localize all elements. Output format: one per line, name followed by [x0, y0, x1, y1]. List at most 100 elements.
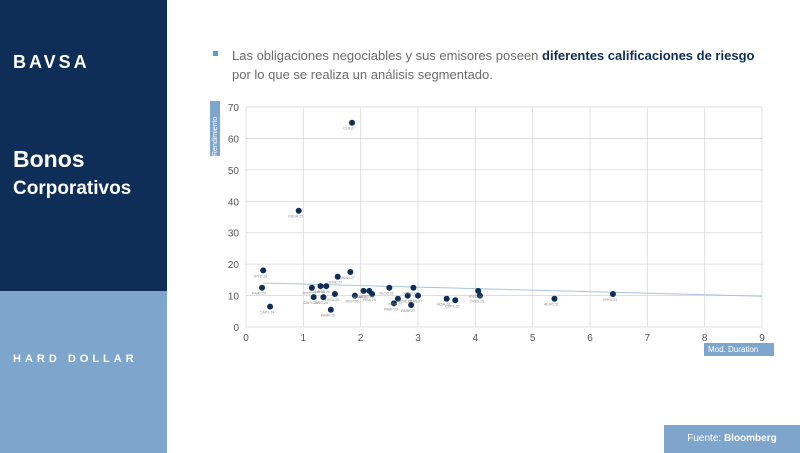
data-point: [347, 269, 354, 275]
headline-bold: diferentes calificaciones de riesgo: [542, 48, 755, 63]
x-tick-label: 8: [702, 333, 708, 344]
data-point-label: PAMP.26: [321, 314, 335, 318]
chart-point-labels: CLR.27 RSUH.25 YPFD.24 PAMP.24 CAPX.24 YPFD.2…: [252, 127, 617, 318]
data-point-label: CAPX.28: [445, 304, 459, 308]
trendline: [263, 282, 763, 297]
y-tick-label: 60: [228, 134, 240, 145]
data-point-label: CLR.27: [343, 127, 355, 131]
data-point-label: YPFD.33: [603, 298, 617, 302]
data-point-label: YPFD.27: [403, 292, 417, 296]
data-point-label: IRCP.26: [346, 300, 359, 304]
data-point-label: PAMP.24: [252, 292, 266, 296]
headline-part2: por lo que se realiza un análisis segmen…: [232, 67, 493, 82]
data-point-label: YPFD.24: [253, 274, 267, 278]
x-tick-label: 5: [530, 333, 536, 344]
data-point-label: IRSA.28: [363, 298, 376, 302]
data-point: [394, 295, 401, 302]
data-point: [551, 295, 558, 302]
x-tick-label: 6: [587, 333, 593, 344]
data-point-label: CAPX.26: [303, 301, 317, 305]
data-point: [386, 284, 393, 291]
data-point-label: YPFD.27: [388, 303, 402, 307]
source-footer: Fuente: Bloomberg: [664, 425, 800, 453]
slide-title-line2: Corporativos: [13, 178, 132, 199]
x-tick-label: 0: [243, 333, 249, 344]
bullet-icon: [213, 51, 218, 56]
source-prefix: Fuente:: [687, 433, 724, 444]
data-point-label: IRSA.26: [317, 290, 330, 294]
data-point: [349, 119, 356, 126]
x-axis-label: Mod. Duration: [708, 345, 758, 354]
headline-part1: Las obligaciones negociables y sus emiso…: [232, 48, 543, 63]
data-point-label: MSAN.27: [340, 276, 355, 280]
y-tick-label: 20: [228, 260, 240, 271]
data-point: [323, 283, 330, 290]
data-point-label: AERO.26: [359, 295, 374, 299]
data-point: [415, 292, 421, 299]
data-point: [308, 284, 315, 291]
x-tick-label: 1: [301, 333, 307, 344]
data-point-label: TRAN.27: [408, 300, 422, 304]
x-tick-label: 9: [759, 333, 765, 344]
y-tick-label: 0: [233, 323, 239, 334]
x-tick-label: 2: [358, 333, 364, 344]
sidebar-top-panel: [0, 0, 167, 291]
source-name: Bloomberg: [723, 433, 777, 444]
data-point: [410, 284, 417, 291]
data-point: [267, 303, 274, 310]
y-tick-label: 50: [228, 166, 240, 177]
data-point: [452, 297, 459, 304]
data-point: [331, 291, 338, 297]
data-point-label: RSUH.25: [288, 215, 303, 219]
y-tick-label: 70: [228, 103, 240, 114]
chart-axes: 0 1 2 3 4 5 6 7 8 9 0 10 20 30 40 50 60 70: [228, 103, 765, 344]
section-label: HARD DOLLAR: [13, 353, 138, 365]
y-tick-label: 30: [228, 229, 240, 240]
x-tick-label: 7: [645, 333, 651, 344]
data-point: [259, 284, 266, 291]
data-point-label: TGNO.26: [313, 301, 328, 305]
data-point: [351, 292, 358, 299]
y-axis-label-box: [210, 101, 220, 156]
trendline-path: [263, 282, 763, 297]
data-point: [476, 292, 483, 299]
data-point: [310, 294, 317, 301]
data-point: [609, 291, 616, 297]
data-point-label: AERO.31: [544, 303, 559, 307]
data-point: [369, 291, 376, 297]
data-point: [317, 283, 324, 290]
data-point-label: CAPX.24: [260, 311, 274, 315]
y-axis-label: Rendimiento: [212, 117, 219, 156]
data-point-label: PAMP.26: [384, 307, 398, 311]
brand-logo: BAVSA: [13, 52, 90, 72]
data-point: [320, 294, 327, 301]
x-axis-label-box: [704, 343, 774, 356]
data-point-label: IRSA.26: [437, 303, 450, 307]
data-point-label: PAMP.27: [401, 309, 415, 313]
x-tick-label: 3: [415, 333, 421, 344]
y-tick-label: 40: [228, 197, 240, 208]
data-point: [295, 207, 302, 214]
data-point-label: TECO.26: [379, 292, 394, 296]
data-point-label: EDNA.26: [310, 290, 325, 294]
data-point: [443, 295, 450, 302]
x-tick-label: 4: [473, 333, 479, 344]
data-point: [260, 267, 267, 274]
headline-text: Las obligaciones negociables y sus emiso…: [232, 46, 772, 84]
chart-points: [259, 119, 616, 313]
data-point-label: YPFD.25: [302, 292, 316, 296]
sidebar-bottom-panel: [0, 291, 167, 453]
data-point-label: GENE.27: [397, 300, 412, 304]
data-point: [408, 302, 415, 308]
data-point: [475, 287, 482, 294]
data-point-label: TGSU.26: [325, 298, 340, 302]
data-point: [327, 306, 334, 313]
data-point-label: GENE.27: [327, 281, 342, 285]
slide-title-line1: Bonos: [13, 146, 85, 172]
data-point-label: YPFD.29: [468, 295, 482, 299]
data-point: [334, 273, 341, 280]
chart-grid: [245, 106, 763, 328]
data-point-label: CRES.25: [470, 300, 485, 304]
y-tick-label: 10: [228, 292, 240, 303]
